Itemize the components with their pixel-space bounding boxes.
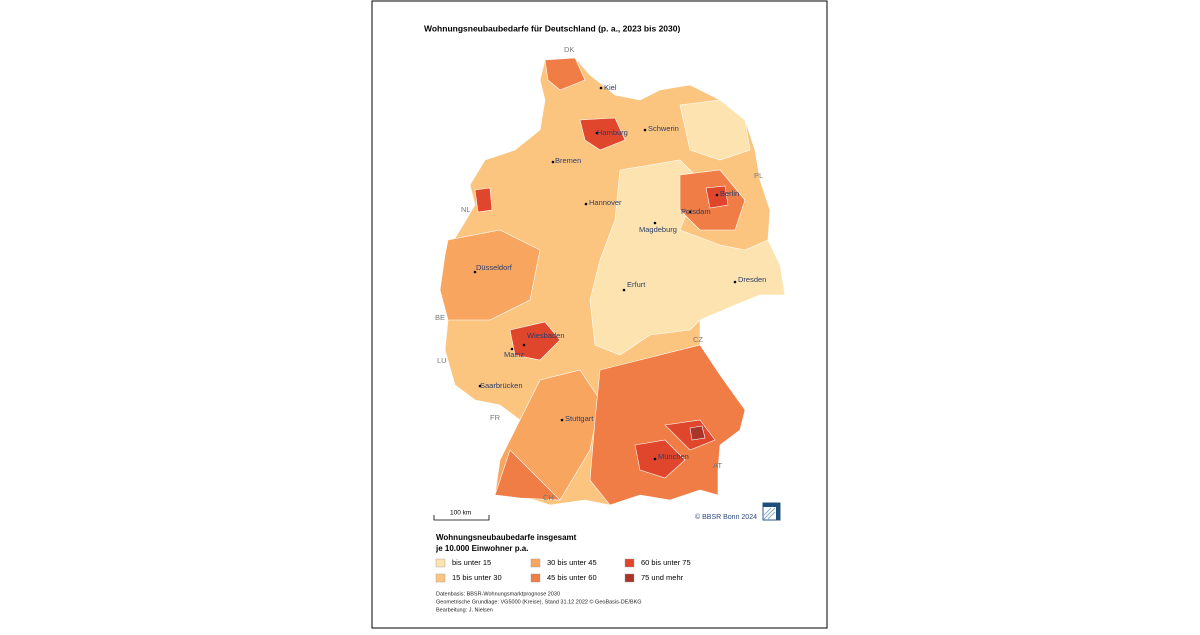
legend-label: 30 bis unter 45 [547,558,597,567]
legend: bis unter 15 15 bis unter 30 30 bis unter … [435,558,691,583]
city-label: München [658,452,689,461]
country-code: CZ [693,335,703,344]
legend-swatch [624,573,635,583]
logo [762,502,781,521]
country-codes: DK PL NL BE LU FR CH CZ AT [435,45,763,502]
city-label: Schwerin [648,124,679,133]
legend-swatch [435,573,446,583]
city-label: Kiel [604,83,617,92]
scale-bar [433,515,490,521]
city-label: Düsseldorf [476,263,513,272]
country-code: NL [461,205,471,214]
source: Geometrische Grundlage: VG5000 (Kreise),… [436,598,642,605]
copyright: © BBSR Bonn 2024 [695,513,757,521]
country-code: LU [437,356,447,365]
legend-swatch [624,558,635,568]
city-label: Saarbrücken [480,381,523,390]
region [494,449,561,501]
city-label: Dresden [738,275,766,284]
city-label: Hannover [589,198,622,207]
region [589,159,786,356]
source: Bearbeitung: J. Nielsen [436,607,493,613]
legend-label: 15 bis unter 30 [452,573,502,582]
region [689,425,706,441]
city-label: Mainz [504,350,524,359]
legend-label: 75 und mehr [641,573,684,582]
city-label: Erfurt [627,280,646,289]
city-labels: Kiel Hamburg Schwerin Bremen Berlin Pots… [473,83,766,461]
legend-label: 45 bis unter 60 [547,573,597,582]
region [509,321,561,361]
country-code: AT [713,461,722,470]
scale-bar-label: 100 km [450,510,471,517]
region [679,99,751,161]
country-code: DK [564,45,574,54]
city-label: Wiesbaden [527,331,565,340]
country-code: BE [435,313,445,322]
city-label: Berlin [720,189,739,198]
country-code: CH [543,493,554,502]
regions [439,57,786,506]
legend-swatch [435,558,446,568]
region [705,185,729,209]
region [439,229,541,321]
country-code: FR [490,413,501,422]
city-label: Stuttgart [565,414,594,423]
city-label: Hamburg [597,128,628,137]
region [544,57,586,91]
country-code: PL [754,171,763,180]
legend-label: 60 bis unter 75 [641,558,691,567]
legend-title: Wohnungsneubaubedarfe insgesamt [436,533,577,542]
city-label: Bremen [555,156,581,165]
region [634,439,686,479]
legend-subtitle: je 10.000 Einwohner p.a. [435,544,528,553]
region [579,117,626,151]
legend-label: bis unter 15 [452,558,491,567]
source: Datenbasis: BBSR-Wohnungsmarktprognose 2… [436,591,560,597]
legend-swatch [530,573,541,583]
city-label: Magdeburg [639,225,677,234]
title: Wohnungsneubaubedarfe für Deutschland (p… [424,23,680,33]
city-label: Potsdam [681,207,711,216]
region [474,187,493,213]
legend-swatch [530,558,541,568]
